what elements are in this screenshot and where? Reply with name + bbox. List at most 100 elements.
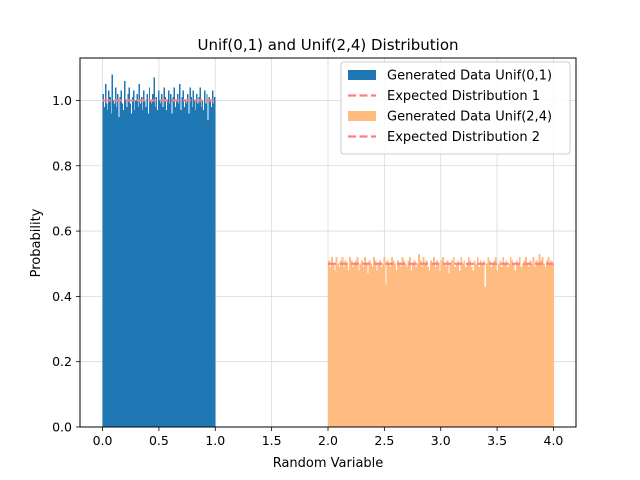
unif-2-4-bar [547, 257, 550, 427]
unif-2-4-bar [379, 260, 381, 427]
unif-2-4-bar [374, 260, 377, 427]
unif-2-4-bar [358, 270, 360, 427]
x-axis-label: Random Variable [273, 456, 384, 471]
unif-2-4-bar [337, 263, 339, 427]
unif-0-1-bar [206, 93, 208, 428]
unif-2-4-bar [503, 263, 506, 427]
unif-2-4-bar [398, 263, 401, 427]
unif-2-4-bar [536, 263, 539, 427]
unif-2-4-bar [511, 260, 514, 427]
unif-2-4-bar [395, 270, 398, 427]
unif-2-4-bar [359, 263, 362, 427]
unif-2-4-bar [356, 257, 359, 427]
unif-0-1-bar [196, 93, 198, 428]
histogram-bars [102, 74, 554, 428]
unif-0-1-bar [142, 110, 144, 427]
unif-0-1-bar [145, 106, 147, 427]
unif-2-4-bar [523, 260, 526, 427]
unif-2-4-bar [344, 260, 347, 427]
unif-2-4-bar [388, 263, 390, 427]
unif-0-1-bar [166, 100, 169, 427]
unif-2-4-bar [413, 260, 416, 427]
unif-2-4-bar [404, 263, 407, 427]
unif-2-4-bar [410, 270, 413, 427]
unif-0-1-bar [161, 93, 163, 428]
unif-2-4-bar [377, 263, 380, 427]
unif-0-1-bar [182, 90, 185, 427]
x-tick-label: 1.0 [205, 433, 225, 448]
unif-2-4-bar [542, 263, 545, 427]
y-tick-label: 0.4 [52, 289, 72, 304]
unif-2-4-bar [520, 266, 523, 427]
unif-0-1-bar [187, 93, 189, 428]
unif-0-1-bar [138, 84, 141, 427]
unif-2-4-bar [373, 257, 375, 427]
y-tick-label: 0.8 [52, 158, 72, 173]
unif-2-4-bar [350, 260, 353, 427]
unif-0-1-bar [130, 113, 133, 427]
unif-2-4-bar [466, 263, 469, 427]
unif-0-1-bar [121, 103, 124, 428]
unif-0-1-bar [137, 106, 139, 427]
unif-0-1-bar [123, 80, 126, 428]
unif-0-1-bar [111, 74, 114, 428]
legend-swatch [348, 111, 376, 121]
unif-2-4-bar [406, 266, 409, 427]
unif-2-4-bar [416, 263, 419, 427]
unif-0-1-bar [179, 84, 181, 427]
unif-0-1-bar [169, 103, 171, 428]
unif-0-1-bar [116, 106, 118, 427]
unif-0-1-bar [209, 100, 212, 427]
unif-0-1-bar [214, 97, 216, 427]
unif-2-4-bar [490, 266, 493, 427]
unif-0-1-bar [132, 90, 135, 427]
unif-2-4-bar [407, 260, 410, 427]
unif-2-4-bar [449, 263, 452, 427]
unif-0-1-bar [122, 110, 125, 427]
unif-2-4-bar [446, 260, 449, 427]
unif-2-4-bar [370, 263, 372, 427]
unif-2-4-bar [368, 260, 371, 427]
unif-2-4-bar [400, 266, 402, 427]
legend-swatch [348, 70, 376, 80]
unif-2-4-bar [457, 260, 460, 427]
unif-2-4-bar [512, 263, 515, 427]
unif-0-1-bar [112, 100, 115, 427]
unif-0-1-bar [126, 106, 128, 427]
unif-2-4-bar [418, 253, 421, 427]
legend-label: Generated Data Unif(2,4) [387, 110, 552, 125]
x-tick-label: 3.5 [487, 433, 507, 448]
unif-2-4-bar [502, 257, 505, 427]
expected-lines [102, 99, 554, 265]
unif-2-4-bar [491, 263, 494, 427]
unif-0-1-bar [143, 90, 145, 427]
unif-2-4-bar [518, 257, 521, 427]
unif-0-1-bar [127, 93, 129, 428]
unif-2-4-bar [493, 260, 496, 427]
unif-0-1-bar [178, 103, 180, 428]
unif-2-4-bar [329, 266, 332, 427]
unif-2-4-bar [364, 257, 366, 427]
unif-0-1-bar [151, 103, 153, 428]
legend-label: Expected Distribution 1 [387, 89, 540, 104]
unif-0-1-bar [113, 103, 116, 428]
unif-0-1-bar [156, 110, 159, 427]
unif-0-1-bar [175, 100, 178, 427]
unif-0-1-bar [107, 110, 109, 427]
chart-title: Unif(0,1) and Unif(2,4) Distribution [197, 36, 458, 54]
legend-box [340, 61, 571, 155]
unif-0-1-bar [167, 90, 170, 427]
unif-2-4-bar [425, 260, 428, 427]
y-tick-label: 0.0 [52, 420, 72, 435]
unif-0-1-bar [134, 110, 136, 427]
unif-2-4-bar [380, 266, 383, 427]
unif-2-4-bar [455, 263, 458, 427]
unif-0-1-bar [162, 106, 164, 427]
unif-0-1-bar [176, 93, 179, 428]
unif-0-1-bar [173, 87, 176, 428]
unif-0-1-bar [147, 113, 150, 427]
unif-2-4-bar [481, 263, 484, 427]
unif-2-4-bar [347, 270, 350, 427]
unif-2-4-bar [428, 270, 431, 427]
